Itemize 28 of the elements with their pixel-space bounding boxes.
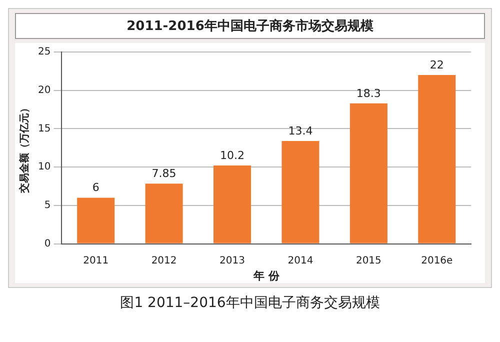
x-tick-label: 2012 (151, 255, 177, 266)
y-tick-label: 25 (38, 46, 51, 58)
caption: 图1 2011–2016年中国电子商务交易规模 (119, 294, 381, 312)
data-label: 7.85 (152, 166, 176, 180)
y-tick-label: 0 (44, 238, 51, 250)
x-tick-label: 2011 (83, 255, 109, 266)
bar (214, 166, 252, 244)
x-axis-title: 年 份 (252, 269, 280, 282)
data-label: 13.4 (288, 124, 313, 138)
y-tick-label: 15 (38, 123, 51, 134)
y-tick-label: 10 (38, 162, 51, 173)
x-tick-label: 2016e (421, 255, 453, 266)
data-label: 22 (430, 58, 444, 72)
data-label: 6 (92, 181, 100, 194)
x-tick-label: 2013 (220, 255, 245, 266)
bar (418, 75, 456, 244)
chart-title: 2011-2016年中国电子商务市场交易规模 (15, 13, 485, 39)
bar (145, 184, 183, 244)
x-tick-label: 2015 (356, 255, 382, 266)
bar (350, 103, 388, 244)
y-axis-title: 交易金额（万亿元） (18, 102, 31, 194)
y-tick-label: 20 (38, 84, 51, 96)
data-label: 10.2 (220, 148, 245, 162)
x-tick-label: 2014 (288, 255, 314, 266)
bar (282, 140, 320, 244)
bar (77, 198, 115, 244)
y-tick-label: 5 (44, 200, 51, 212)
data-label: 18.3 (356, 86, 381, 100)
